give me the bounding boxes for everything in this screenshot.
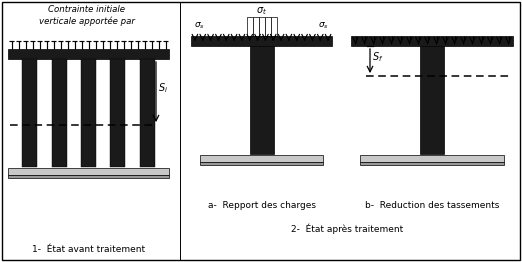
Bar [110, 59, 125, 167]
Text: $\sigma_s$: $\sigma_s$ [194, 21, 205, 31]
Bar [8, 49, 169, 59]
Bar [200, 155, 323, 162]
Text: $\sigma_s$: $\sigma_s$ [318, 21, 329, 31]
Bar [140, 59, 155, 167]
Bar [8, 175, 169, 178]
Bar [258, 17, 265, 36]
Bar [360, 155, 504, 162]
Text: a-  Repport des charges: a- Repport des charges [208, 201, 315, 210]
Bar [8, 168, 169, 175]
Bar [52, 59, 67, 167]
Bar [22, 59, 38, 167]
Bar [351, 36, 513, 46]
Text: Contrainte initiale
verticale apportée par: Contrainte initiale verticale apportée p… [39, 5, 135, 26]
Bar [191, 36, 332, 46]
Bar [246, 17, 253, 36]
Bar [420, 46, 444, 154]
Text: b-  Reduction des tassements: b- Reduction des tassements [365, 201, 499, 210]
Text: $\sigma_t$: $\sigma_t$ [256, 5, 267, 17]
Bar [253, 17, 258, 36]
Text: 2-  État après traitement: 2- État après traitement [291, 223, 403, 234]
Bar [270, 17, 277, 36]
Bar [265, 17, 270, 36]
Bar [250, 46, 274, 154]
Text: 1-  État avant traitement: 1- État avant traitement [32, 245, 145, 254]
Bar [360, 162, 504, 165]
Bar [200, 162, 323, 165]
Text: $S_f$: $S_f$ [372, 50, 384, 64]
Text: $S_i$: $S_i$ [158, 81, 168, 95]
Bar [81, 59, 96, 167]
